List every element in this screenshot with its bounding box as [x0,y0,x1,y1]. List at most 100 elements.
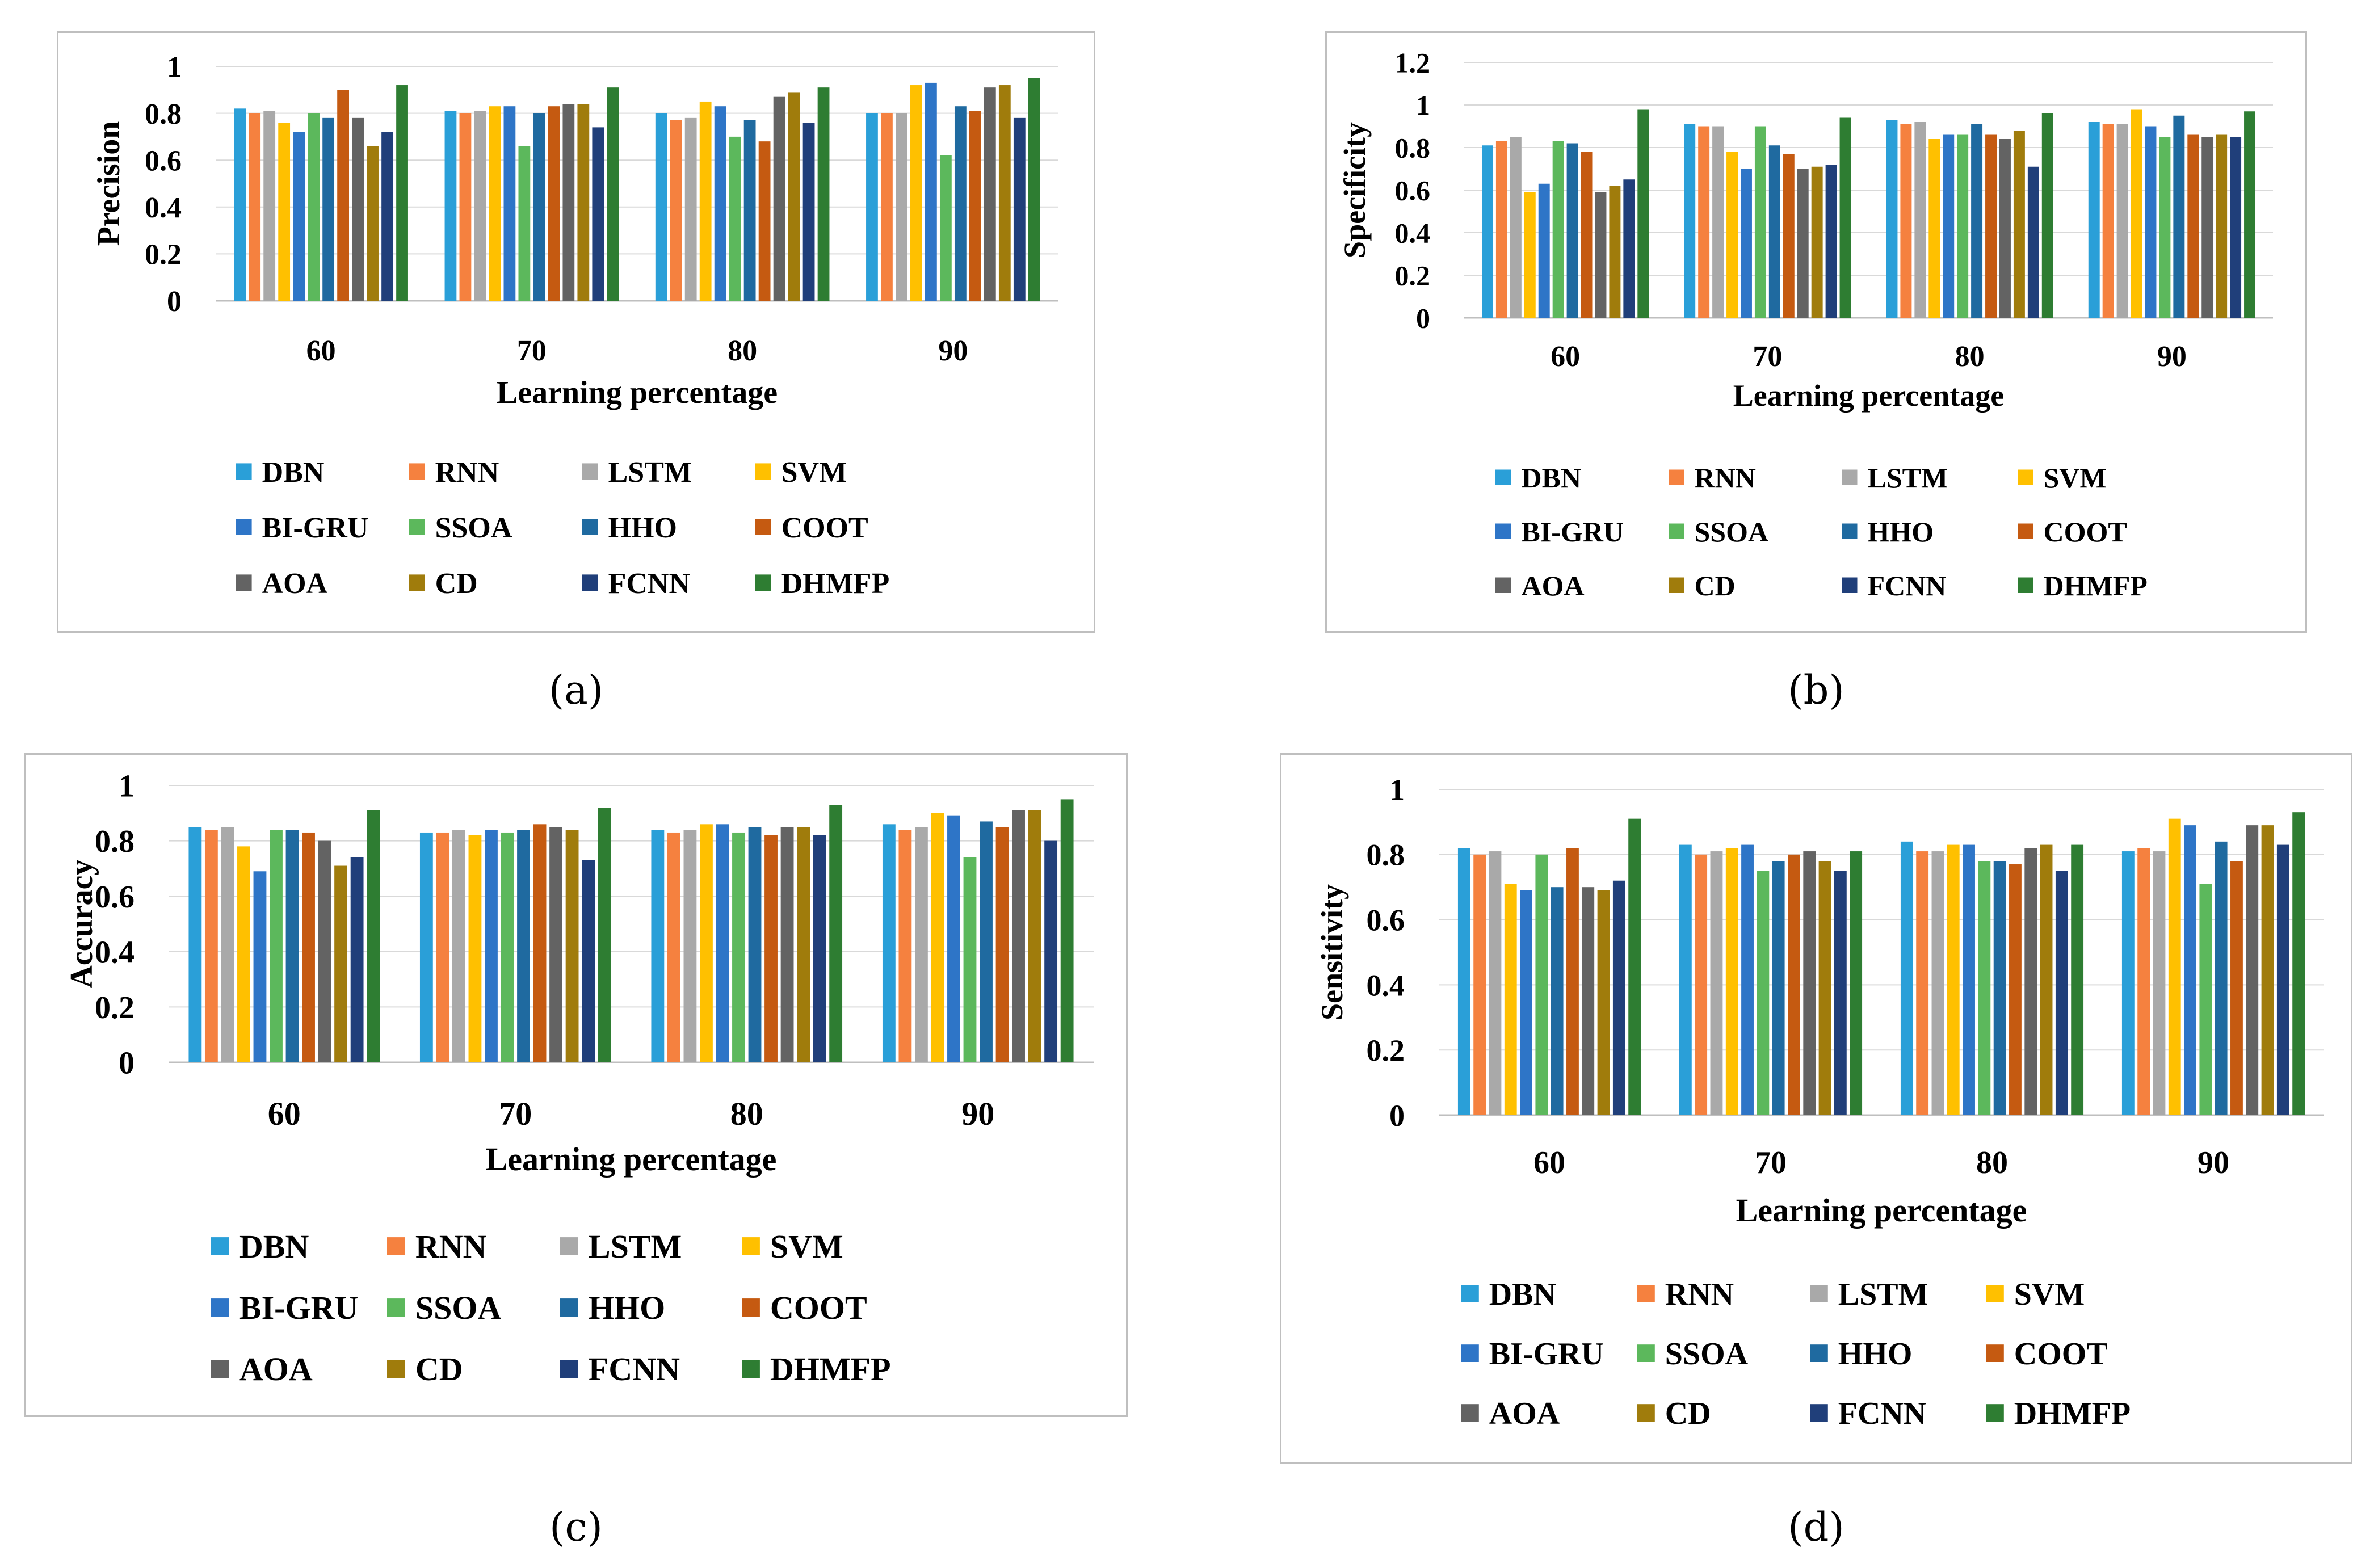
x-axis-label: Learning percentage [1736,1192,2027,1229]
legend-label: BI-GRU [1522,516,1624,548]
bar-hho-60 [285,830,299,1062]
legend-swatch [2018,577,2033,593]
bar-aoa-60 [318,840,331,1062]
x-axis-label: Learning percentage [497,375,778,410]
bar-ssoa-90 [963,857,977,1062]
bar-aoa-90 [2246,825,2259,1115]
bar-aoa-80 [773,96,785,301]
bar-rnn-90 [881,113,893,301]
y-tick-label: 0.8 [145,98,182,131]
bar-hho-90 [980,821,993,1062]
bar-lstm-70 [1712,126,1724,318]
y-tick-label: 0.4 [1395,217,1431,249]
bar-hho-60 [1566,143,1578,318]
legend-swatch [755,574,771,591]
bar-cd-60 [367,146,379,301]
legend-label: COOT [781,512,868,544]
bar-ssoa-60 [270,830,283,1062]
bar-bi-gru-80 [1963,844,1975,1115]
bar-dhmfp-80 [2041,113,2053,318]
bar-ssoa-80 [1978,861,1991,1115]
bar-lstm-60 [221,827,234,1062]
bar-ssoa-70 [1754,126,1766,318]
precision-chart: 0 0.2 0.4 0.6 0.8 1 Precision 60 70 80 90 Learning … [57,31,1095,633]
legend-label: SVM [2014,1277,2085,1312]
bar-aoa-60 [1582,887,1595,1115]
bar-coot-80 [2009,864,2022,1115]
legend-label: COOT [770,1289,867,1326]
bar-hho-60 [322,117,335,301]
legend-swatch [1810,1404,1828,1422]
legend-swatch [409,574,425,591]
bar-bi-gru-90 [947,815,960,1062]
bar-rnn-90 [2137,848,2150,1115]
bar-dbn-70 [419,832,433,1062]
bar-fcnn-60 [350,857,364,1062]
bar-dhmfp-90 [2292,812,2305,1115]
chart-panel-b: 0 0.2 0.4 0.6 0.8 1 1.2 Specificity 60 70 80 90 Lear… [1325,31,2307,633]
y-tick-label: 0.8 [95,824,135,859]
legend-label: SSOA [1665,1336,1749,1372]
bar-cd-90 [998,85,1011,301]
bar-bi-gru-70 [1740,169,1752,318]
bar-aoa-70 [1803,851,1816,1115]
bar-lstm-90 [896,113,907,301]
y-tick-label: 0.8 [1367,838,1405,872]
legend-label: HHO [608,512,677,544]
x-tick-label: 70 [517,335,547,367]
bar-coot-70 [533,824,547,1062]
x-tick-label: 60 [1551,340,1580,373]
bar-dhmfp-80 [829,805,843,1062]
y-tick-label: 1 [167,51,182,83]
bar-lstm-80 [683,830,697,1062]
legend-label: BI-GRU [1489,1336,1604,1372]
bar-cd-60 [1609,186,1621,318]
y-tick-label: 1 [119,769,135,804]
legend-label: HHO [1838,1336,1913,1372]
y-tick-label: 0.2 [1395,260,1431,292]
bar-hho-80 [1993,861,2006,1115]
bar-svm-90 [2131,109,2142,318]
bar-svm-60 [237,846,250,1062]
bar-fcnn-70 [1834,871,1847,1115]
bar-cd-70 [577,104,590,301]
bar-bi-gru-90 [2184,825,2196,1115]
bar-coot-90 [2230,861,2243,1115]
bar-rnn-80 [1900,124,1912,318]
legend-label: DBN [1522,462,1582,494]
bar-hho-90 [954,106,967,301]
bar-dhmfp-60 [396,85,408,301]
legend-label: DBN [1489,1277,1556,1312]
legend-label: DHMFP [770,1351,891,1388]
legend-swatch [387,1298,405,1317]
bar-cd-90 [1028,810,1041,1062]
x-axis-label: Learning percentage [486,1141,777,1178]
x-tick-label: 80 [1976,1145,2008,1180]
bar-svm-90 [910,85,922,301]
legend-label: LSTM [1838,1277,1928,1312]
bar-ssoa-80 [732,832,745,1062]
bar-dhmfp-60 [1637,109,1649,318]
x-tick-label: 60 [306,335,336,367]
y-tick-label: 0.2 [95,990,135,1025]
legend-label: FCNN [1868,570,1947,602]
bar-dhmfp-70 [598,808,611,1062]
legend-label: DBN [239,1228,309,1265]
bar-aoa-60 [1595,192,1607,318]
legend-label: FCNN [589,1351,680,1388]
bar-hho-80 [1971,124,1983,318]
bar-cd-80 [788,92,800,301]
bar-cd-60 [1597,890,1610,1115]
bar-fcnn-90 [2276,844,2289,1115]
bar-fcnn-70 [582,860,595,1062]
bar-rnn-80 [670,120,682,301]
bar-ssoa-90 [2159,137,2171,318]
bar-cd-80 [797,827,810,1062]
legend-swatch [1461,1344,1479,1362]
legend-swatch [211,1298,229,1317]
caption-d: (d) [1788,1504,1844,1550]
bar-bi-gru-60 [293,132,305,301]
y-tick-label: 0.4 [145,192,182,224]
bar-bi-gru-60 [1520,890,1532,1115]
legend-swatch [1461,1285,1479,1302]
